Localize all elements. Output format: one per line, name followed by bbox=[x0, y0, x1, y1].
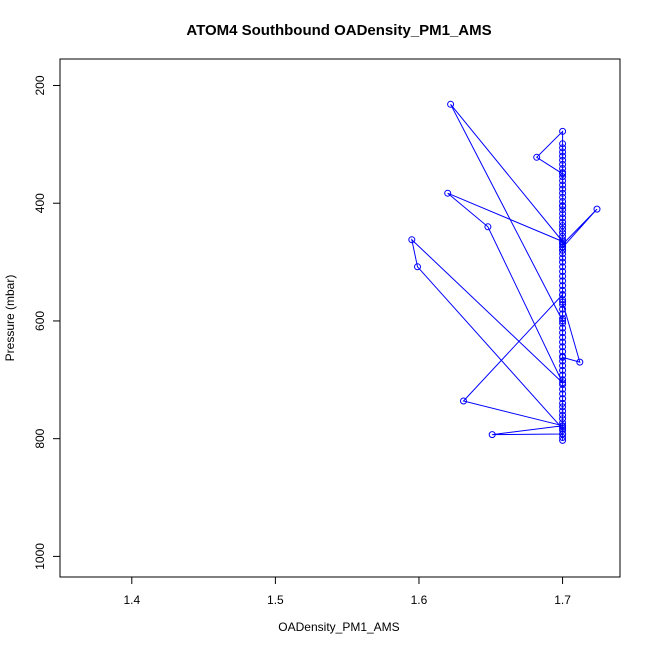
data-point bbox=[533, 153, 541, 161]
data-point bbox=[576, 358, 584, 366]
x-tick-label: 1.4 bbox=[123, 593, 140, 607]
data-point bbox=[559, 254, 567, 262]
data-point bbox=[559, 376, 567, 384]
data-point bbox=[559, 329, 567, 337]
data-point bbox=[559, 353, 567, 361]
data-point bbox=[559, 430, 567, 438]
data-point bbox=[559, 156, 567, 164]
data-point bbox=[559, 193, 567, 201]
data-point bbox=[559, 371, 567, 379]
data-point bbox=[559, 232, 567, 240]
data-point bbox=[460, 397, 467, 405]
data-point bbox=[559, 317, 567, 325]
data-point bbox=[559, 238, 567, 245]
data-point bbox=[559, 305, 567, 313]
data-point bbox=[559, 319, 567, 327]
data-point bbox=[559, 263, 567, 271]
data-point bbox=[559, 338, 567, 346]
y-tick-label: 600 bbox=[33, 311, 47, 331]
data-point bbox=[559, 272, 567, 280]
data-point bbox=[559, 148, 567, 156]
data-point bbox=[559, 218, 567, 226]
data-point bbox=[559, 181, 567, 189]
data-point bbox=[559, 127, 567, 135]
data-point bbox=[444, 189, 452, 197]
data-point bbox=[559, 160, 567, 168]
data-point bbox=[559, 333, 567, 341]
data-point bbox=[559, 298, 567, 306]
data-point bbox=[559, 286, 567, 294]
series-ams-profile bbox=[408, 100, 601, 444]
data-point bbox=[559, 315, 567, 323]
data-point bbox=[559, 170, 567, 178]
data-point bbox=[559, 379, 567, 387]
data-point bbox=[559, 222, 567, 230]
data-point bbox=[559, 152, 567, 160]
x-axis-label: OADensity_PM1_AMS bbox=[278, 620, 399, 634]
data-point bbox=[559, 362, 567, 370]
plot-frame bbox=[59, 58, 621, 578]
data-point bbox=[559, 214, 567, 222]
data-point bbox=[559, 357, 567, 365]
data-point bbox=[559, 202, 567, 210]
data-point bbox=[559, 395, 567, 403]
data-point bbox=[414, 263, 421, 271]
data-point bbox=[408, 236, 416, 244]
data-point bbox=[559, 258, 567, 266]
data-point bbox=[559, 301, 567, 308]
y-tick-label: 400 bbox=[33, 193, 47, 213]
y-tick-label: 1000 bbox=[33, 543, 47, 570]
data-point bbox=[559, 185, 567, 193]
x-tick-label: 1.6 bbox=[411, 593, 428, 607]
data-point bbox=[559, 366, 567, 374]
data-point bbox=[559, 282, 567, 290]
data-point bbox=[593, 205, 601, 213]
data-point bbox=[559, 310, 567, 318]
data-point bbox=[559, 268, 567, 275]
data-point bbox=[559, 399, 567, 407]
data-point bbox=[559, 165, 567, 172]
data-point bbox=[559, 425, 567, 433]
data-point bbox=[559, 144, 567, 152]
data-point bbox=[488, 431, 496, 439]
data-point bbox=[559, 415, 567, 423]
data-point bbox=[559, 407, 567, 415]
data-point bbox=[559, 240, 567, 248]
data-point bbox=[484, 223, 492, 231]
data-point bbox=[559, 411, 567, 419]
data-point bbox=[559, 140, 567, 148]
data-point bbox=[559, 343, 567, 351]
x-tick-label: 1.7 bbox=[554, 593, 571, 607]
x-axis: 1.4 1.5 1.6 1.7 bbox=[123, 577, 571, 607]
data-point bbox=[559, 177, 567, 185]
data-point bbox=[559, 206, 567, 214]
data-point bbox=[559, 198, 567, 205]
y-tick-label: 800 bbox=[33, 428, 47, 448]
data-point bbox=[559, 422, 567, 430]
data-point bbox=[559, 324, 567, 332]
y-axis-label: Pressure (mbar) bbox=[3, 275, 17, 362]
chart-title: ATOM4 Southbound OADensity_PM1_AMS bbox=[186, 22, 491, 39]
data-point bbox=[559, 225, 567, 233]
data-point bbox=[559, 403, 567, 411]
data-point bbox=[559, 229, 567, 237]
data-point bbox=[559, 277, 567, 285]
data-point bbox=[559, 434, 567, 441]
x-tick-label: 1.5 bbox=[267, 593, 284, 607]
data-point bbox=[559, 296, 567, 304]
data-point bbox=[447, 100, 455, 108]
y-tick-label: 200 bbox=[33, 75, 47, 95]
y-axis: 200 400 600 800 1000 bbox=[33, 75, 60, 570]
data-point bbox=[559, 189, 567, 197]
data-point bbox=[559, 390, 567, 398]
series-line bbox=[410, 103, 598, 441]
data-point bbox=[559, 291, 567, 298]
data-point bbox=[559, 210, 567, 218]
data-point bbox=[559, 173, 567, 181]
